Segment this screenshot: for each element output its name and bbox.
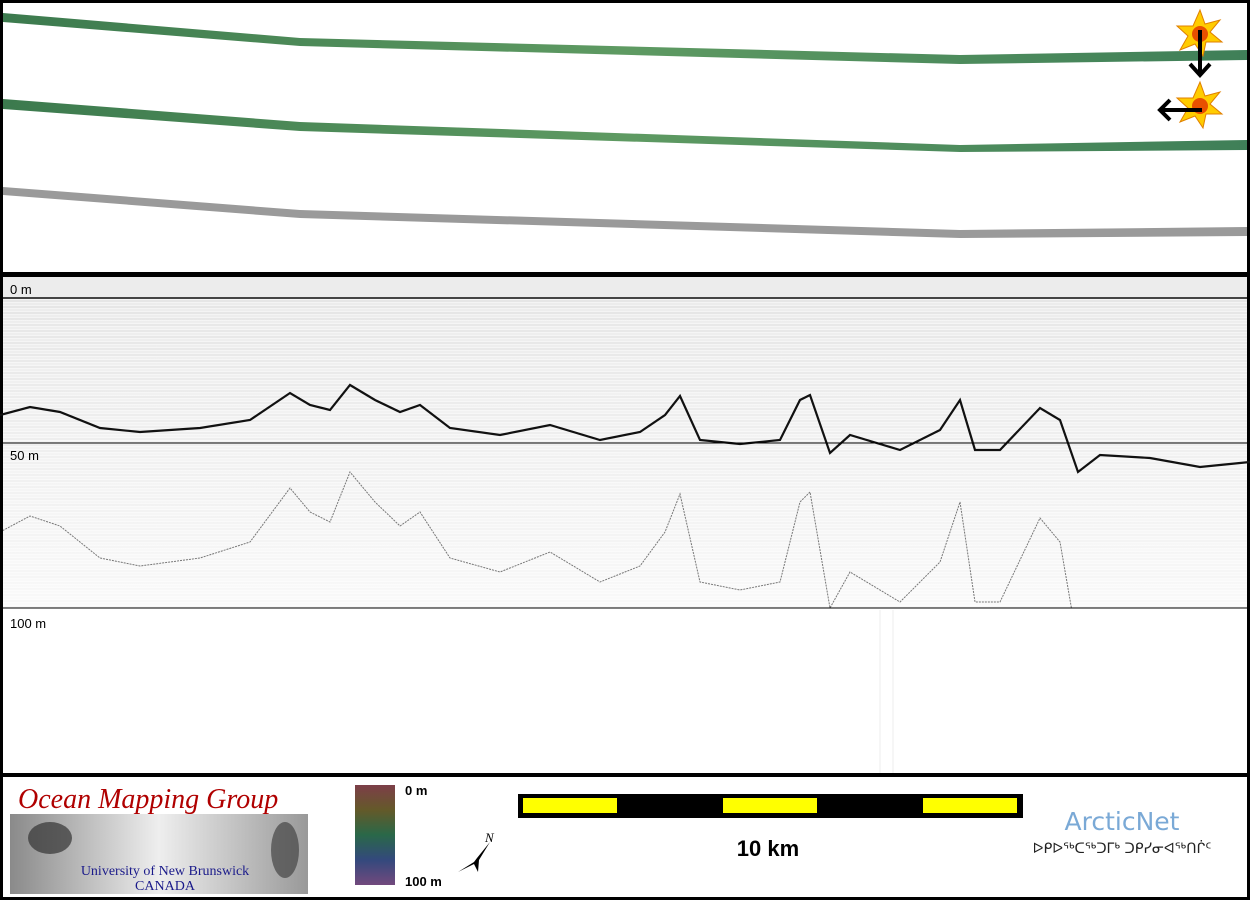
logo-graphic xyxy=(271,822,299,878)
partner-syllabics: ᐅᑭᐅᖅᑕᖅᑐᒥᒃ ᑐᑭᓯᓂᐊᖅᑎᒌᑦ xyxy=(1033,840,1212,857)
multiple-echo xyxy=(0,472,1250,646)
university: University of New Brunswick xyxy=(81,864,249,879)
north-arrow: N xyxy=(458,830,495,872)
echogram-fade xyxy=(3,298,1247,608)
swath-band xyxy=(3,99,1247,152)
scale-segment xyxy=(523,798,617,813)
colorbar-label: 0 m xyxy=(405,783,427,798)
group-name: Ocean Mapping Group xyxy=(18,784,278,815)
colorbar-label: 100 m xyxy=(405,874,442,889)
profile-header xyxy=(3,277,1247,298)
swath-panel xyxy=(3,8,1247,238)
divider xyxy=(0,773,1250,777)
north-label: N xyxy=(484,830,495,845)
swath-band xyxy=(3,187,1247,238)
scale-segment xyxy=(923,798,1017,813)
depth-label: 0 m xyxy=(10,282,32,297)
swath-band xyxy=(3,13,1247,64)
scale-label: 10 km xyxy=(737,836,799,861)
partner-name: ArcticNet xyxy=(1065,807,1180,836)
depth-label: 100 m xyxy=(10,616,46,631)
profile-panel: 0 m 50 m 100 m xyxy=(0,277,1250,773)
logo-graphic xyxy=(28,822,72,854)
colorbar-shade xyxy=(355,785,395,885)
seafloor xyxy=(0,383,1250,474)
scale-segment xyxy=(723,798,817,813)
depth-label: 50 m xyxy=(10,448,39,463)
sun-icon xyxy=(1175,8,1224,78)
footer: Ocean Mapping Group University of New Br… xyxy=(10,783,1211,894)
sun-icon xyxy=(1157,80,1224,130)
colorbar xyxy=(355,785,395,885)
country: CANADA xyxy=(135,879,196,894)
divider xyxy=(0,272,1250,277)
